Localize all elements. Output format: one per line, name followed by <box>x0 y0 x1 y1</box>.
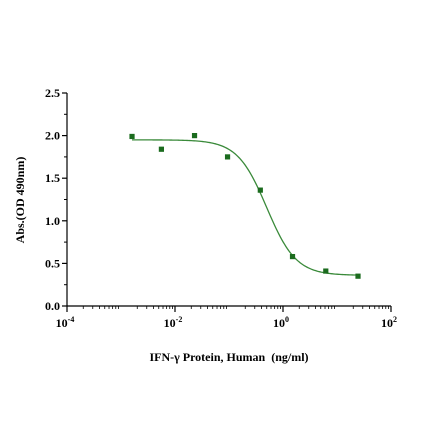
y-tick-label: 2.0 <box>45 129 60 143</box>
data-point <box>191 133 198 139</box>
x-tick-label: 102 <box>381 315 397 330</box>
data-point <box>323 268 329 274</box>
data-point <box>289 253 296 260</box>
y-axis-label: Abs.(OD 490nm) <box>13 157 27 244</box>
labels-layer: 0.0 0.5 1.0 1.5 2.0 2.5 10-4 10-2 100 102 IFN-γ Pr… <box>13 86 397 364</box>
data-point <box>257 187 263 193</box>
x-tick-label: 10-2 <box>164 315 183 330</box>
x-tick-label: 10-4 <box>56 315 75 330</box>
axes-layer <box>62 92 392 312</box>
x-axis-label: IFN-γ Protein, Human (ng/ml) <box>149 350 308 364</box>
curve-layer <box>132 139 359 276</box>
y-tick-label: 2.5 <box>45 86 60 100</box>
x-tick-label: 100 <box>273 315 289 330</box>
data-point <box>158 146 165 152</box>
y-tick-label: 0.0 <box>45 299 60 313</box>
fit-curve <box>132 139 359 276</box>
points-layer <box>129 133 361 279</box>
data-point <box>224 154 231 160</box>
data-point <box>129 133 135 140</box>
data-point <box>355 273 361 279</box>
y-tick-label: 1.0 <box>45 214 60 228</box>
y-tick-label: 0.5 <box>45 256 60 270</box>
y-tick-label: 1.5 <box>45 171 60 185</box>
